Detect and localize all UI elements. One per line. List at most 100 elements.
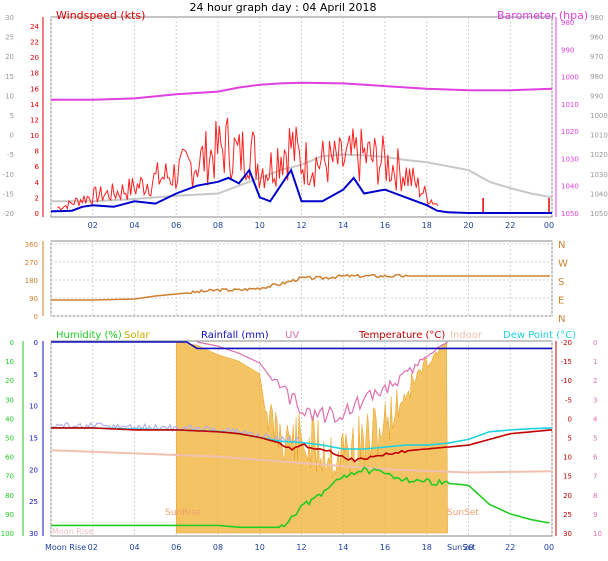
uv-tick-label: 5 xyxy=(593,435,597,443)
y-right-tick-label: 1050 xyxy=(561,210,579,218)
x-tick-label: 12 xyxy=(296,221,306,230)
rain-tick-label: 30 xyxy=(29,530,38,538)
y-right-outer-tick-label: 1020 xyxy=(590,151,608,159)
y-tick-label: 8 xyxy=(35,148,39,156)
x-tick-label: 16 xyxy=(380,221,390,230)
x-tick-label: 04 xyxy=(129,543,139,552)
y-right-outer-tick-label: 1000 xyxy=(590,112,608,120)
uv-tick-label: 0 xyxy=(593,339,597,347)
uv-tick-label: 9 xyxy=(593,511,597,519)
y-right-tick-label: 1010 xyxy=(561,101,579,109)
legend-item: Rainfall (mm) xyxy=(201,330,269,341)
wind-avg-line xyxy=(50,167,552,214)
humidity-tick-label: 80 xyxy=(5,492,14,500)
rainfall-line xyxy=(51,341,552,350)
y-outer-tick-label: 25 xyxy=(5,34,14,42)
y-tick-label: 10 xyxy=(30,132,39,140)
legend-item: Temperature (°C) xyxy=(358,330,445,341)
wind-gust-line xyxy=(57,117,439,211)
y-outer-tick-label: 20 xyxy=(5,53,14,61)
baro-trace-line xyxy=(51,153,553,203)
y-tick-label: 24 xyxy=(30,23,39,31)
compass-label: N xyxy=(558,240,565,251)
x-tick-label: 22 xyxy=(505,221,515,230)
x-tick-label: 10 xyxy=(255,221,265,230)
y-right-tick-label: 1040 xyxy=(561,183,579,191)
y-tick-label: 16 xyxy=(30,85,39,93)
x-tick-label: 18 xyxy=(422,543,432,552)
barometer-line xyxy=(51,81,553,101)
uv-tick-label: 2 xyxy=(593,377,597,385)
humidity-tick-label: 40 xyxy=(5,415,14,423)
y-outer-tick-label: 5 xyxy=(10,112,14,120)
y-tick-label: 6 xyxy=(35,163,40,171)
y-outer-tick-label: 15 xyxy=(5,73,14,81)
y-tick-label: 90 xyxy=(29,295,38,303)
temp-tick-label: 5 xyxy=(568,435,572,443)
y-right-tick-label: 1020 xyxy=(561,128,579,136)
left-axis-label: Windspeed (kts) xyxy=(56,9,145,22)
temp-tick-label: 10 xyxy=(563,454,572,462)
wind-baro-panel: -20-15-10-505101520253002468101214161820… xyxy=(3,9,608,230)
uv-tick-label: 1 xyxy=(593,358,597,366)
humidity-tick-label: 70 xyxy=(5,473,14,481)
temp-tick-label: 20 xyxy=(563,492,572,500)
y-right-tick-label: 980 xyxy=(561,19,574,27)
legend-item: UV xyxy=(285,330,299,341)
x-tick-label: 02 xyxy=(88,543,98,552)
y-right-outer-tick-label: 980 xyxy=(590,14,603,22)
humidity-tick-label: 60 xyxy=(5,454,14,462)
y-tick-label: 4 xyxy=(35,179,40,187)
compass-label: N xyxy=(558,314,565,325)
sunset-bottom-label: SunSet xyxy=(447,543,475,552)
uv-tick-label: 6 xyxy=(593,454,598,462)
y-tick-label: 18 xyxy=(30,70,39,78)
x-tick-label: 08 xyxy=(213,543,223,552)
rain-tick-label: 10 xyxy=(29,403,38,411)
legend-item: Humidity (%) xyxy=(56,330,122,341)
x-tick-label: 18 xyxy=(422,221,432,230)
temp-tick-label: -5 xyxy=(565,396,572,404)
wind-direction-line xyxy=(51,273,550,301)
y-right-tick-label: 990 xyxy=(561,46,574,54)
compass-label: E xyxy=(558,296,564,307)
y-tick-label: 360 xyxy=(25,241,38,249)
x-tick-label: 04 xyxy=(129,221,139,230)
y-tick-label: 0 xyxy=(35,210,39,218)
rain-tick-label: 20 xyxy=(29,466,38,474)
uv-tick-label: 3 xyxy=(593,396,597,404)
y-tick-label: 0 xyxy=(34,313,38,321)
y-outer-tick-label: -10 xyxy=(3,171,14,179)
temp-tick-label: 0 xyxy=(568,415,572,423)
x-tick-label: 14 xyxy=(338,221,348,230)
solar-area xyxy=(176,341,448,534)
sunrise-label: SunRise xyxy=(165,508,202,518)
y-tick-label: 2 xyxy=(35,194,39,202)
y-tick-label: 180 xyxy=(25,277,38,285)
temp-tick-label: -10 xyxy=(561,377,572,385)
rain-tick-label: 5 xyxy=(34,371,38,379)
legend-item: Solar xyxy=(124,330,150,341)
chart-title: 24 hour graph day : 04 April 2018 xyxy=(190,1,377,14)
y-right-outer-tick-label: 990 xyxy=(590,92,603,100)
x-tick-label: 00 xyxy=(544,221,554,230)
moonrise-label-faint: Moon Rise xyxy=(52,527,93,536)
indoor-line xyxy=(50,449,553,474)
temperature-line xyxy=(51,427,553,463)
humidity-tick-label: 20 xyxy=(5,377,14,385)
rain-tick-label: 0 xyxy=(34,339,38,347)
temp-tick-label: -15 xyxy=(561,358,572,366)
x-tick-label: 02 xyxy=(88,221,98,230)
y-right-tick-label: 1000 xyxy=(561,74,579,82)
y-tick-label: 12 xyxy=(30,116,39,124)
y-outer-tick-label: -20 xyxy=(3,210,14,218)
y-tick-label: 270 xyxy=(25,259,38,267)
y-tick-label: 20 xyxy=(30,54,39,62)
y-right-outer-tick-label: 960 xyxy=(590,34,603,42)
y-outer-tick-label: 10 xyxy=(5,92,14,100)
y-right-outer-tick-label: 1010 xyxy=(590,132,608,140)
uv-tick-label: 8 xyxy=(593,492,597,500)
y-right-outer-tick-label: 970 xyxy=(590,53,603,61)
